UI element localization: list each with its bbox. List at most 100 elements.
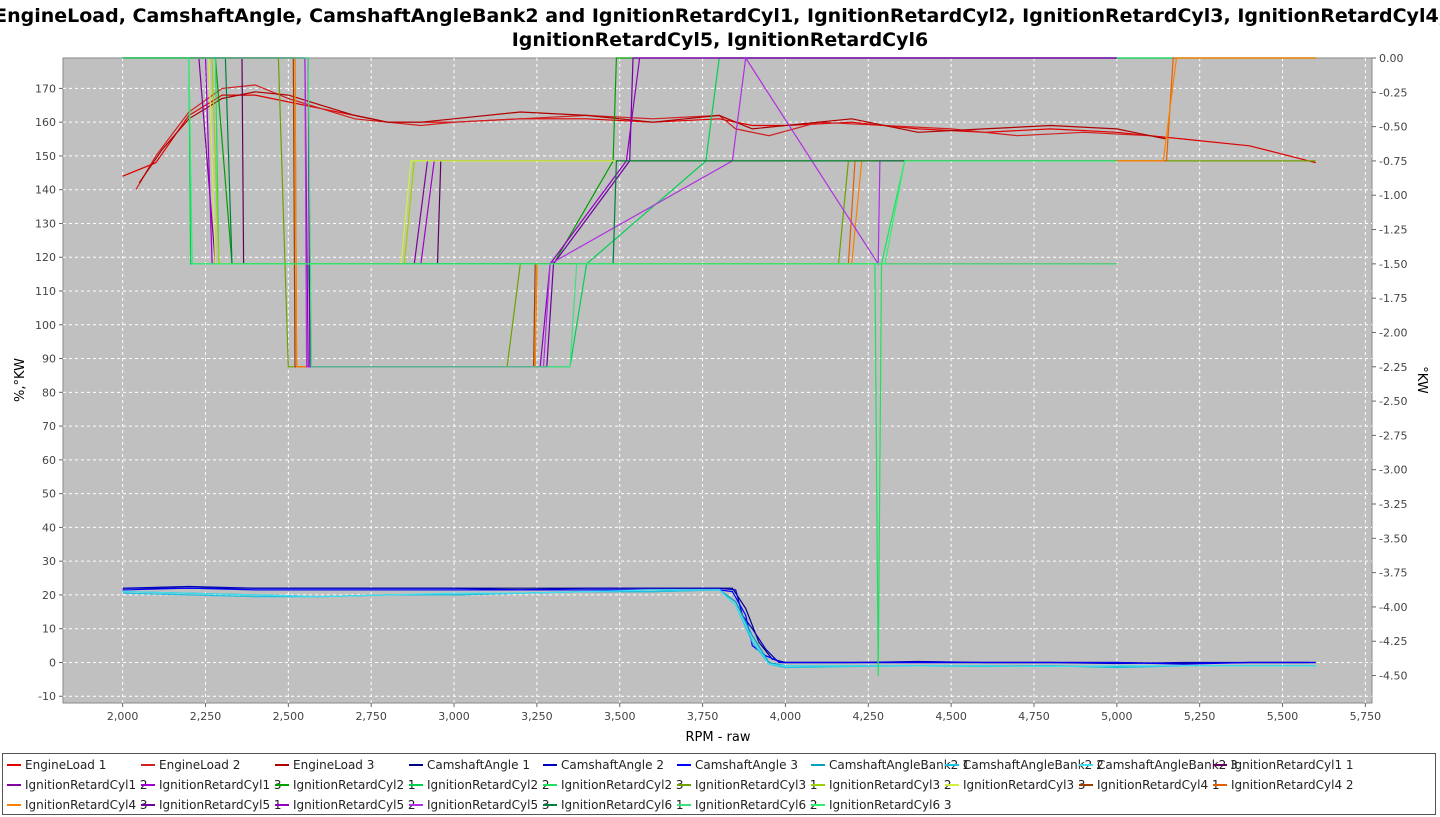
legend-item: IgnitionRetardCyl2 2 [409,776,550,794]
chart-title-line2: IgnitionRetardCyl5, IgnitionRetardCyl6 [512,29,929,51]
legend-item: IgnitionRetardCyl6 2 [677,796,818,814]
legend-swatch [811,764,825,766]
y-right-tick-label: -4.00 [1379,601,1407,614]
y-left-tick-label: 170 [35,82,56,95]
y-left-tick-label: 90 [42,353,56,366]
legend-item: IgnitionRetardCyl4 3 [7,796,148,814]
series-line-camshaftangle-3 [122,587,1316,665]
legend-label: IgnitionRetardCyl2 2 [427,778,550,792]
chart-title-line1: EngineLoad, CamshaftAngle, CamshaftAngle… [0,5,1440,27]
x-tick-label: 4,750 [1018,710,1050,723]
y-left-tick-label: 30 [42,555,56,568]
y-right-tick-label: -2.00 [1379,326,1407,339]
legend-label: IgnitionRetardCyl2 1 [293,778,416,792]
y-left-tick-label: 160 [35,116,56,129]
y-left-tick-label: 100 [35,319,56,332]
legend-swatch [543,804,557,806]
x-tick-label: 5,000 [1101,710,1133,723]
y-right-tick-label: -3.00 [1379,464,1407,477]
legend-swatch [141,764,155,766]
y-left-axis-ticks: -10 0 10 20 30 40 50 60 70 80 90 100 110 120 130 140 150… [35,82,63,703]
legend-item: IgnitionRetardCyl5 2 [275,796,416,814]
y-right-tick-label: -4.50 [1379,670,1407,683]
legend-item: EngineLoad 2 [141,756,240,774]
y-left-tick-label: 80 [42,386,56,399]
legend-item: EngineLoad 1 [7,756,106,774]
legend-label: IgnitionRetardCyl3 1 [695,778,818,792]
legend-label: IgnitionRetardCyl3 2 [829,778,952,792]
y-left-axis-label: %,°KW [13,358,28,402]
x-tick-label: 3,500 [604,710,636,723]
legend-swatch [945,764,959,766]
legend-swatch [811,784,825,786]
y-right-tick-label: -2.75 [1379,429,1407,442]
legend-item: IgnitionRetardCyl3 2 [811,776,952,794]
legend-label: IgnitionRetardCyl6 2 [695,798,818,812]
legend-item: IgnitionRetardCyl6 1 [543,796,684,814]
series-line-ignitionretardcyl6-3 [122,57,1117,265]
legend-swatch [1213,784,1227,786]
x-tick-label: 4,000 [770,710,802,723]
legend-label: EngineLoad 3 [293,758,375,772]
legend-swatch [677,784,691,786]
y-left-tick-label: 120 [35,251,56,264]
legend-label: CamshaftAngleBank2 3 [1097,758,1238,772]
y-right-tick-label: -1.50 [1379,258,1407,271]
legend-item: CamshaftAngle 1 [409,756,530,774]
legend-swatch [141,784,155,786]
y-left-tick-label: 0 [49,656,56,669]
legend-label: IgnitionRetardCyl5 3 [427,798,550,812]
y-right-axis-ticks: 0.00 -0.25 -0.50 -0.75 -1.00 -1.25 -1.50 -1.75 -… [1372,52,1407,683]
y-right-tick-label: -2.50 [1379,395,1407,408]
series-line-camshaftanglebank2-3 [122,589,1316,668]
legend-swatch [677,764,691,766]
plot-area [62,57,1373,704]
legend-item: IgnitionRetardCyl1 1 [1213,756,1354,774]
legend-item: IgnitionRetardCyl6 3 [811,796,952,814]
series-lines [122,56,1316,676]
y-right-tick-label: -0.25 [1379,86,1407,99]
y-right-tick-label: -0.50 [1379,121,1407,134]
legend-item: IgnitionRetardCyl2 1 [275,776,416,794]
x-tick-label: 5,500 [1267,710,1299,723]
y-left-tick-label: 60 [42,454,56,467]
legend-label: IgnitionRetardCyl1 3 [159,778,282,792]
legend-swatch [1079,784,1093,786]
legend-swatch [7,804,21,806]
series-line-engineload-3 [138,91,1167,184]
y-right-tick-label: -0.75 [1379,155,1407,168]
legend-item: CamshaftAngle 3 [677,756,798,774]
grid-lines [63,58,1372,703]
y-right-tick-label: -3.25 [1379,498,1407,511]
x-tick-label: 5,250 [1184,710,1216,723]
legend-item: IgnitionRetardCyl5 3 [409,796,550,814]
legend-swatch [543,784,557,786]
legend-label: IgnitionRetardCyl3 3 [963,778,1086,792]
x-tick-label: 2,500 [273,710,305,723]
legend-swatch [811,804,825,806]
y-left-tick-label: 110 [35,285,56,298]
legend-label: EngineLoad 2 [159,758,241,772]
series-line-ignitionretardcyl5-3 [122,56,1117,368]
legend-label: CamshaftAngleBank2 1 [829,758,970,772]
y-left-tick-label: 140 [35,184,56,197]
y-right-tick-label: -1.75 [1379,292,1407,305]
x-tick-label: 4,250 [853,710,885,723]
legend-swatch [141,804,155,806]
series-line-engineload-2 [135,84,1151,191]
legend-label: IgnitionRetardCyl5 2 [293,798,416,812]
legend-label: IgnitionRetardCyl6 1 [561,798,684,812]
x-tick-label: 3,000 [438,710,470,723]
y-right-tick-label: -1.25 [1379,224,1407,237]
legend-label: EngineLoad 1 [25,758,107,772]
legend-swatch [275,784,289,786]
x-tick-label: 4,500 [935,710,967,723]
y-right-tick-label: -4.25 [1379,635,1407,648]
y-right-tick-label: -1.00 [1379,189,1407,202]
legend-swatch [1213,764,1227,766]
y-right-tick-label: -3.75 [1379,567,1407,580]
legend-label: IgnitionRetardCyl4 1 [1097,778,1220,792]
y-left-tick-label: 20 [42,589,56,602]
legend-label: IgnitionRetardCyl4 2 [1231,778,1354,792]
y-right-tick-label: -3.50 [1379,532,1407,545]
